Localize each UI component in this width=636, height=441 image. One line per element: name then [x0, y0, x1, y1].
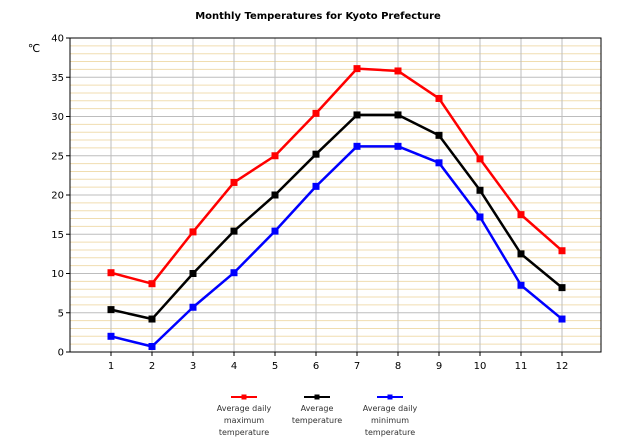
- x-tick-label: 11: [515, 361, 528, 372]
- legend-label: temperature: [292, 416, 342, 425]
- y-tick-label: 15: [51, 230, 64, 241]
- series-line: [110, 113, 563, 321]
- data-point: [189, 270, 197, 277]
- data-point: [271, 227, 279, 235]
- data-point: [394, 142, 402, 150]
- series-1: [107, 65, 566, 288]
- data-point: [394, 111, 402, 119]
- x-tick-label: 10: [474, 361, 487, 372]
- y-tick-label: 40: [51, 34, 64, 45]
- y-tick-label: 10: [51, 269, 64, 280]
- data-point: [148, 343, 156, 351]
- data-point: [312, 109, 320, 117]
- data-point: [517, 211, 525, 219]
- x-tick-label: 9: [436, 361, 442, 372]
- data-point: [230, 269, 238, 277]
- data-point: [148, 280, 156, 288]
- data-point: [189, 228, 197, 236]
- series-line: [110, 145, 563, 348]
- legend-label: minimum: [371, 416, 409, 425]
- data-point: [230, 178, 238, 186]
- data-point: [230, 227, 238, 235]
- legend-item: Average temperature: [292, 394, 342, 425]
- data-point: [435, 94, 443, 102]
- x-tick-label: 7: [354, 361, 360, 372]
- y-axis-unit: ℃: [28, 42, 40, 55]
- data-point: [148, 315, 156, 323]
- data-point: [271, 191, 279, 199]
- data-point: [189, 303, 197, 311]
- legend-marker: [241, 394, 247, 400]
- legend-label: Average daily: [363, 404, 418, 413]
- data-point: [107, 306, 115, 314]
- data-point: [312, 182, 320, 190]
- data-point: [476, 213, 484, 221]
- x-tick-label: 12: [556, 361, 569, 372]
- data-point: [394, 67, 402, 75]
- data-point: [107, 269, 115, 277]
- legend-label: Average daily: [217, 404, 272, 413]
- x-tick-label: 6: [313, 361, 319, 372]
- data-point: [312, 150, 320, 158]
- y-tick-label: 30: [51, 112, 64, 123]
- legend-marker: [314, 394, 320, 400]
- series-2: [107, 111, 566, 323]
- grid-lines: [70, 37, 601, 353]
- y-tick-label: 20: [51, 191, 64, 202]
- data-point: [558, 284, 566, 292]
- data-point: [353, 111, 361, 119]
- x-tick-label: 2: [149, 361, 155, 372]
- data-point: [353, 142, 361, 150]
- y-tick-label: 0: [58, 348, 64, 359]
- x-tick-label: 5: [272, 361, 278, 372]
- legend-item: Average daily minimum temperature: [363, 394, 418, 437]
- data-point: [558, 247, 566, 255]
- legend-label: temperature: [219, 428, 269, 437]
- data-point: [517, 250, 525, 258]
- chart-title: Monthly Temperatures for Kyoto Prefectur…: [195, 11, 441, 22]
- data-point: [353, 65, 361, 73]
- legend-item: Average daily maximum temperature: [217, 394, 272, 437]
- legend-marker: [387, 394, 393, 400]
- x-tick-label: 8: [395, 361, 401, 372]
- x-tick-label: 3: [190, 361, 196, 372]
- legend-label: maximum: [224, 416, 265, 425]
- y-tick-label: 25: [51, 151, 64, 162]
- data-point: [435, 159, 443, 167]
- x-tick-label: 1: [108, 361, 114, 372]
- series-3: [107, 142, 566, 351]
- data-point: [476, 155, 484, 163]
- y-tick-label: 5: [58, 308, 64, 319]
- series-line: [110, 67, 563, 285]
- legend-label: temperature: [365, 428, 415, 437]
- data-point: [435, 131, 443, 139]
- data-point: [271, 152, 279, 160]
- x-tick-label: 4: [231, 361, 237, 372]
- data-point: [476, 186, 484, 194]
- data-point: [558, 315, 566, 323]
- data-point: [107, 332, 115, 340]
- data-point: [517, 281, 525, 289]
- y-tick-label: 35: [51, 73, 64, 84]
- legend-label: Average: [301, 404, 334, 413]
